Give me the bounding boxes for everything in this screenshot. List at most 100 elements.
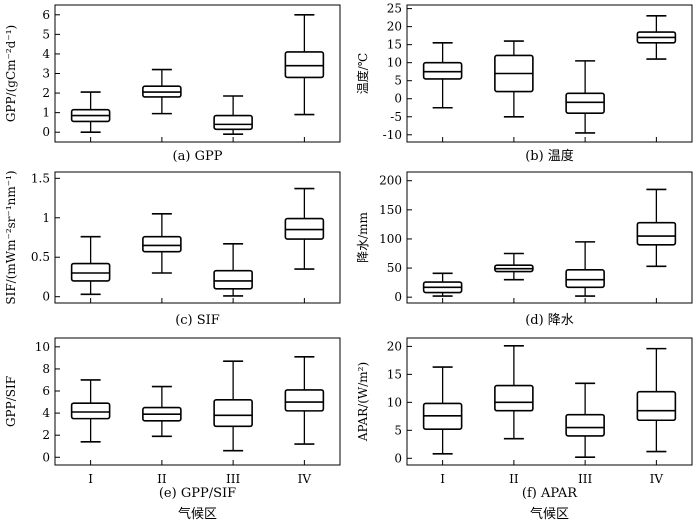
iqr-box	[70, 402, 111, 420]
box-I	[422, 272, 463, 297]
y-tick-label: 15	[387, 38, 402, 52]
y-tick-label: 2	[42, 428, 50, 442]
y-tick-label: 0	[42, 125, 50, 139]
box-IV	[636, 188, 677, 268]
box-II	[142, 68, 182, 115]
y-axis-label: 降水/mm	[356, 211, 370, 262]
x-tick-label: II	[157, 472, 167, 486]
y-tick-label: 0.5	[31, 250, 50, 264]
box-IV	[284, 187, 325, 270]
plot-frame	[54, 337, 341, 466]
y-axis-label: GPP/(gCm⁻²d⁻¹)	[4, 25, 18, 122]
y-tick-label: 6	[42, 384, 50, 398]
panel-caption: (b) 温度	[525, 148, 574, 164]
plot-frame	[54, 171, 341, 304]
y-tick-label: 25	[387, 2, 402, 16]
panel-2: -10 -5 0 5 10 15 20 25 温度/℃ (b) 温度	[355, 2, 693, 164]
box-II	[494, 345, 534, 440]
plot-frame	[406, 4, 693, 143]
x-tick-label: I	[440, 472, 445, 486]
y-tick-label: 4	[42, 406, 50, 420]
box-III	[565, 60, 605, 134]
y-tick-label: 50	[387, 261, 402, 275]
iqr-box	[213, 269, 253, 290]
x-axis-label: 气候区	[178, 506, 217, 522]
box-II	[494, 252, 534, 281]
y-axis-label: SIF/(mWm⁻²sr⁻¹nm⁻¹)	[4, 170, 18, 304]
y-tick-label: 1	[42, 211, 50, 225]
y-axis-label: APAR/(W/m²)	[356, 362, 370, 442]
box-IV	[636, 15, 677, 60]
box-I	[422, 366, 463, 455]
y-axis-label: GPP/SIF	[4, 376, 18, 427]
box-III	[565, 382, 605, 458]
panel-caption: (d) 降水	[525, 313, 574, 328]
y-tick-label: -10	[383, 128, 402, 142]
y-tick-label: 4	[42, 47, 50, 61]
y-tick-label: 2	[42, 86, 50, 100]
iqr-box	[636, 390, 677, 422]
box-III	[213, 95, 253, 135]
y-tick-label: 5	[394, 423, 402, 437]
box-II	[142, 213, 182, 274]
y-tick-label: 10	[35, 340, 50, 354]
box-I	[422, 42, 463, 109]
panel-1: 0 1 2 3 4 5 6 GPP/(gCm⁻²d⁻¹) (a) GPP	[4, 4, 341, 164]
x-axis-label: 气候区	[530, 506, 569, 522]
box-III	[213, 360, 253, 452]
y-tick-label: 1	[42, 106, 50, 120]
iqr-box	[565, 413, 605, 437]
box-II	[494, 40, 534, 118]
y-tick-label: 5	[394, 74, 402, 88]
box-IV	[636, 347, 677, 453]
iqr-box	[565, 269, 605, 289]
x-tick-label: II	[509, 472, 519, 486]
y-tick-label: 3	[42, 67, 50, 81]
iqr-box	[494, 384, 534, 412]
iqr-box	[422, 61, 463, 80]
x-tick-label: IV	[298, 472, 312, 486]
y-tick-label: 1.5	[31, 171, 50, 185]
x-tick-label: IV	[650, 472, 664, 486]
box-I	[70, 379, 111, 443]
box-IV	[284, 355, 325, 445]
plot-frame	[406, 171, 693, 304]
y-tick-label: 6	[42, 8, 50, 22]
panel-caption: (e) GPP/SIF	[159, 486, 236, 501]
panel-caption: (c) SIF	[175, 313, 220, 328]
y-tick-label: 100	[379, 232, 402, 246]
y-tick-label: 10	[387, 56, 402, 70]
y-tick-label: 0	[394, 92, 402, 106]
box-IV	[284, 13, 325, 116]
box-I	[70, 235, 111, 296]
iqr-box	[636, 221, 677, 246]
y-tick-label: 0	[42, 450, 50, 464]
box-III	[213, 243, 253, 297]
y-tick-label: 20	[387, 339, 402, 353]
x-tick-label: I	[88, 472, 93, 486]
y-tick-label: -5	[390, 110, 402, 124]
plot-frame	[406, 337, 693, 466]
y-tick-label: 10	[387, 395, 402, 409]
panel-4: 0 50 100 150 200 降水/mm (d) 降水	[356, 171, 693, 328]
panel-caption: (f) APAR	[522, 486, 578, 501]
y-tick-label: 8	[42, 362, 50, 376]
panel-3: 0 0.5 1 1.5 SIF/(mWm⁻²sr⁻¹nm⁻¹) (c) SIF	[4, 170, 341, 328]
iqr-box	[213, 399, 253, 428]
y-axis-label: 温度/℃	[355, 53, 370, 94]
iqr-box	[213, 114, 253, 131]
y-tick-label: 5	[42, 27, 50, 41]
x-tick-label: III	[226, 472, 240, 486]
y-tick-label: 0	[394, 451, 402, 465]
iqr-box	[565, 92, 605, 114]
panel-caption: (a) GPP	[173, 149, 223, 164]
iqr-box	[284, 51, 325, 79]
iqr-box	[284, 389, 325, 412]
box-I	[70, 91, 111, 134]
y-tick-label: 0	[394, 290, 402, 304]
y-tick-label: 20	[387, 20, 402, 34]
box-II	[142, 385, 182, 438]
